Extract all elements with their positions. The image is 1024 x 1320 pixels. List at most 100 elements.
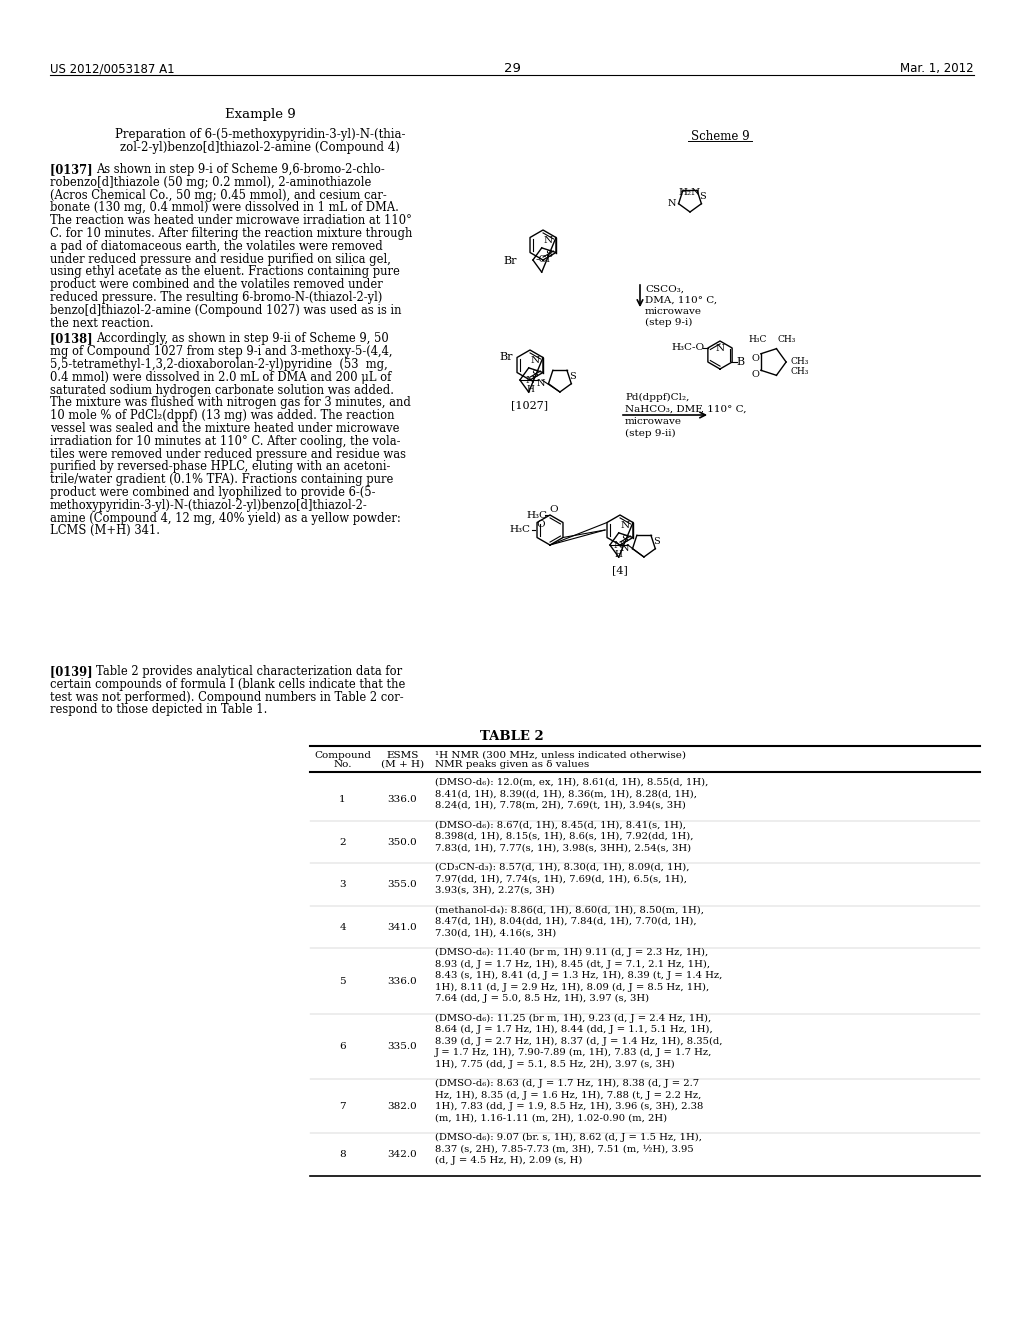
Text: 3.93(s, 3H), 2.27(s, 3H): 3.93(s, 3H), 2.27(s, 3H) xyxy=(435,886,555,895)
Text: (step 9-i): (step 9-i) xyxy=(645,318,692,327)
Text: US 2012/0053187 A1: US 2012/0053187 A1 xyxy=(50,62,175,75)
Text: 8.39 (d, J = 2.7 Hz, 1H), 8.37 (d, J = 1.4 Hz, 1H), 8.35(d,: 8.39 (d, J = 2.7 Hz, 1H), 8.37 (d, J = 1… xyxy=(435,1036,723,1045)
Text: Br: Br xyxy=(500,352,513,363)
Text: benzo[d]thiazol-2-amine (Compound 1027) was used as is in: benzo[d]thiazol-2-amine (Compound 1027) … xyxy=(50,304,401,317)
Text: N: N xyxy=(613,541,623,550)
Text: purified by reversed-phase HPLC, eluting with an acetoni-: purified by reversed-phase HPLC, eluting… xyxy=(50,461,390,474)
Text: S: S xyxy=(621,536,628,544)
Text: O: O xyxy=(752,370,759,379)
Text: 350.0: 350.0 xyxy=(388,838,418,846)
Text: 8.37 (s, 2H), 7.85-7.73 (m, 3H), 7.51 (m, ½H), 3.95: 8.37 (s, 2H), 7.85-7.73 (m, 3H), 7.51 (m… xyxy=(435,1144,693,1154)
Text: Compound: Compound xyxy=(314,751,371,760)
Text: irradiation for 10 minutes at 110° C. After cooling, the vola-: irradiation for 10 minutes at 110° C. Af… xyxy=(50,434,400,447)
Text: 341.0: 341.0 xyxy=(388,923,418,932)
Text: 2: 2 xyxy=(339,838,346,846)
Text: 0.4 mmol) were dissolved in 2.0 mL of DMA and 200 μL of: 0.4 mmol) were dissolved in 2.0 mL of DM… xyxy=(50,371,391,384)
Text: S: S xyxy=(569,372,575,381)
Text: H₃C: H₃C xyxy=(526,511,547,520)
Text: [4]: [4] xyxy=(612,565,628,576)
Text: 4: 4 xyxy=(339,923,346,932)
Text: B: B xyxy=(736,356,744,367)
Text: 29: 29 xyxy=(504,62,520,75)
Text: Example 9: Example 9 xyxy=(224,108,295,121)
Text: 7: 7 xyxy=(339,1102,346,1111)
Text: 342.0: 342.0 xyxy=(388,1150,418,1159)
Text: CH₃: CH₃ xyxy=(791,358,809,367)
Text: Table 2 provides analytical characterization data for: Table 2 provides analytical characteriza… xyxy=(96,665,402,678)
Text: (DMSO-d₆): 12.0(m, ex, 1H), 8.61(d, 1H), 8.55(d, 1H),: (DMSO-d₆): 12.0(m, ex, 1H), 8.61(d, 1H),… xyxy=(435,777,709,787)
Text: 382.0: 382.0 xyxy=(388,1102,418,1111)
Text: J = 1.7 Hz, 1H), 7.90-7.89 (m, 1H), 7.83 (d, J = 1.7 Hz,: J = 1.7 Hz, 1H), 7.90-7.89 (m, 1H), 7.83… xyxy=(435,1048,713,1057)
Text: 10 mole % of PdCl₂(dppf) (13 mg) was added. The reaction: 10 mole % of PdCl₂(dppf) (13 mg) was add… xyxy=(50,409,394,422)
Text: S: S xyxy=(699,193,706,201)
Text: [0139]: [0139] xyxy=(50,665,104,678)
Text: H: H xyxy=(526,385,534,393)
Text: test was not performed). Compound numbers in Table 2 cor-: test was not performed). Compound number… xyxy=(50,690,403,704)
Text: TABLE 2: TABLE 2 xyxy=(480,730,544,743)
Text: (methanol-d₄): 8.86(d, 1H), 8.60(d, 1H), 8.50(m, 1H),: (methanol-d₄): 8.86(d, 1H), 8.60(d, 1H),… xyxy=(435,906,705,915)
Text: H₃C: H₃C xyxy=(509,525,530,535)
Text: CH₃: CH₃ xyxy=(777,335,796,345)
Text: 1H), 8.11 (d, J = 2.9 Hz, 1H), 8.09 (d, J = 8.5 Hz, 1H),: 1H), 8.11 (d, J = 2.9 Hz, 1H), 8.09 (d, … xyxy=(435,982,710,991)
Text: methoxypyridin-3-yl)-N-(thiazol-2-yl)benzo[d]thiazol-2-: methoxypyridin-3-yl)-N-(thiazol-2-yl)ben… xyxy=(50,499,368,512)
Text: saturated sodium hydrogen carbonate solution was added.: saturated sodium hydrogen carbonate solu… xyxy=(50,384,394,396)
Text: The mixture was flushed with nitrogen gas for 3 minutes, and: The mixture was flushed with nitrogen ga… xyxy=(50,396,411,409)
Text: O: O xyxy=(752,354,759,363)
Text: microwave: microwave xyxy=(625,417,682,426)
Text: 1H), 7.75 (dd, J = 5.1, 8.5 Hz, 2H), 3.97 (s, 3H): 1H), 7.75 (dd, J = 5.1, 8.5 Hz, 2H), 3.9… xyxy=(435,1060,675,1069)
Text: (CD₃CN-d₃): 8.57(d, 1H), 8.30(d, 1H), 8.09(d, 1H),: (CD₃CN-d₃): 8.57(d, 1H), 8.30(d, 1H), 8.… xyxy=(435,863,689,873)
Text: under reduced pressure and residue purified on silica gel,: under reduced pressure and residue purif… xyxy=(50,252,391,265)
Text: O: O xyxy=(549,506,558,513)
Text: N: N xyxy=(621,544,630,553)
Text: -Cl: -Cl xyxy=(536,256,551,264)
Text: 7.64 (dd, J = 5.0, 8.5 Hz, 1H), 3.97 (s, 3H): 7.64 (dd, J = 5.0, 8.5 Hz, 1H), 3.97 (s,… xyxy=(435,994,649,1003)
Text: 8.93 (d, J = 1.7 Hz, 1H), 8.45 (dt, J = 7.1, 2.1 Hz, 1H),: 8.93 (d, J = 1.7 Hz, 1H), 8.45 (dt, J = … xyxy=(435,960,710,969)
Text: N: N xyxy=(537,379,546,388)
Text: N: N xyxy=(667,199,676,209)
Text: S: S xyxy=(653,537,659,546)
Text: 7.30(d, 1H), 4.16(s, 3H): 7.30(d, 1H), 4.16(s, 3H) xyxy=(435,928,556,937)
Text: (step 9-ii): (step 9-ii) xyxy=(625,429,676,438)
Text: N: N xyxy=(544,236,553,246)
Text: H₂N: H₂N xyxy=(679,187,701,197)
Text: bonate (130 mg, 0.4 mmol) were dissolved in 1 mL of DMA.: bonate (130 mg, 0.4 mmol) were dissolved… xyxy=(50,202,399,214)
Text: mg of Compound 1027 from step 9-i and 3-methoxy-5-(4,4,: mg of Compound 1027 from step 9-i and 3-… xyxy=(50,346,392,358)
Text: Preparation of 6-(5-methoxypyridin-3-yl)-N-(thia-: Preparation of 6-(5-methoxypyridin-3-yl)… xyxy=(115,128,406,141)
Text: zol-2-yl)benzo[d]thiazol-2-amine (Compound 4): zol-2-yl)benzo[d]thiazol-2-amine (Compou… xyxy=(120,141,400,154)
Text: H: H xyxy=(614,550,622,558)
Text: certain compounds of formula I (blank cells indicate that the: certain compounds of formula I (blank ce… xyxy=(50,677,406,690)
Text: H₃C: H₃C xyxy=(749,335,767,345)
Text: [1027]: [1027] xyxy=(511,400,549,411)
Text: DMA, 110° C,: DMA, 110° C, xyxy=(645,296,717,305)
Text: (DMSO-d₆): 8.63 (d, J = 1.7 Hz, 1H), 8.38 (d, J = 2.7: (DMSO-d₆): 8.63 (d, J = 1.7 Hz, 1H), 8.3… xyxy=(435,1078,699,1088)
Text: (DMSO-d₆): 11.40 (br m, 1H) 9.11 (d, J = 2.3 Hz, 1H),: (DMSO-d₆): 11.40 (br m, 1H) 9.11 (d, J =… xyxy=(435,948,709,957)
Text: trile/water gradient (0.1% TFA). Fractions containing pure: trile/water gradient (0.1% TFA). Fractio… xyxy=(50,473,393,486)
Text: LCMS (M+H) 341.: LCMS (M+H) 341. xyxy=(50,524,160,537)
Text: reduced pressure. The resulting 6-bromo-N-(thiazol-2-yl): reduced pressure. The resulting 6-bromo-… xyxy=(50,290,382,304)
Text: 6: 6 xyxy=(339,1043,346,1051)
Text: N: N xyxy=(530,356,540,364)
Text: 336.0: 336.0 xyxy=(388,795,418,804)
Text: 8.43 (s, 1H), 8.41 (d, J = 1.3 Hz, 1H), 8.39 (t, J = 1.4 Hz,: 8.43 (s, 1H), 8.41 (d, J = 1.3 Hz, 1H), … xyxy=(435,972,722,981)
Text: product were combined and the volatiles removed under: product were combined and the volatiles … xyxy=(50,279,383,292)
Text: tiles were removed under reduced pressure and residue was: tiles were removed under reduced pressur… xyxy=(50,447,406,461)
Text: Hz, 1H), 8.35 (d, J = 1.6 Hz, 1H), 7.88 (t, J = 2.2 Hz,: Hz, 1H), 8.35 (d, J = 1.6 Hz, 1H), 7.88 … xyxy=(435,1090,701,1100)
Text: amine (Compound 4, 12 mg, 40% yield) as a yellow powder:: amine (Compound 4, 12 mg, 40% yield) as … xyxy=(50,512,400,524)
Text: No.: No. xyxy=(333,760,352,770)
Text: 1: 1 xyxy=(339,795,346,804)
Text: 8.41(d, 1H), 8.39((d, 1H), 8.36(m, 1H), 8.28(d, 1H),: 8.41(d, 1H), 8.39((d, 1H), 8.36(m, 1H), … xyxy=(435,789,697,799)
Text: 5,5-tetramethyl-1,3,2-dioxaborolan-2-yl)pyridine  (53  mg,: 5,5-tetramethyl-1,3,2-dioxaborolan-2-yl)… xyxy=(50,358,388,371)
Text: product were combined and lyophilized to provide 6-(5-: product were combined and lyophilized to… xyxy=(50,486,376,499)
Text: 8.64 (d, J = 1.7 Hz, 1H), 8.44 (dd, J = 1.1, 5.1 Hz, 1H),: 8.64 (d, J = 1.7 Hz, 1H), 8.44 (dd, J = … xyxy=(435,1026,713,1034)
Text: NMR peaks given as δ values: NMR peaks given as δ values xyxy=(435,760,589,770)
Text: (M + H): (M + H) xyxy=(381,760,424,770)
Text: vessel was sealed and the mixture heated under microwave: vessel was sealed and the mixture heated… xyxy=(50,422,399,436)
Text: S: S xyxy=(545,251,552,259)
Text: (DMSO-d₆): 9.07 (br. s, 1H), 8.62 (d, J = 1.5 Hz, 1H),: (DMSO-d₆): 9.07 (br. s, 1H), 8.62 (d, J … xyxy=(435,1133,702,1142)
Text: H₃C-O: H₃C-O xyxy=(672,343,705,352)
Text: a pad of diatomaceous earth, the volatiles were removed: a pad of diatomaceous earth, the volatil… xyxy=(50,240,383,253)
Text: Br: Br xyxy=(504,256,517,265)
Text: 8.47(d, 1H), 8.04(dd, 1H), 7.84(d, 1H), 7.70(d, 1H),: 8.47(d, 1H), 8.04(dd, 1H), 7.84(d, 1H), … xyxy=(435,917,696,927)
Text: CSCO₃,: CSCO₃, xyxy=(645,285,684,294)
Text: N: N xyxy=(621,521,630,529)
